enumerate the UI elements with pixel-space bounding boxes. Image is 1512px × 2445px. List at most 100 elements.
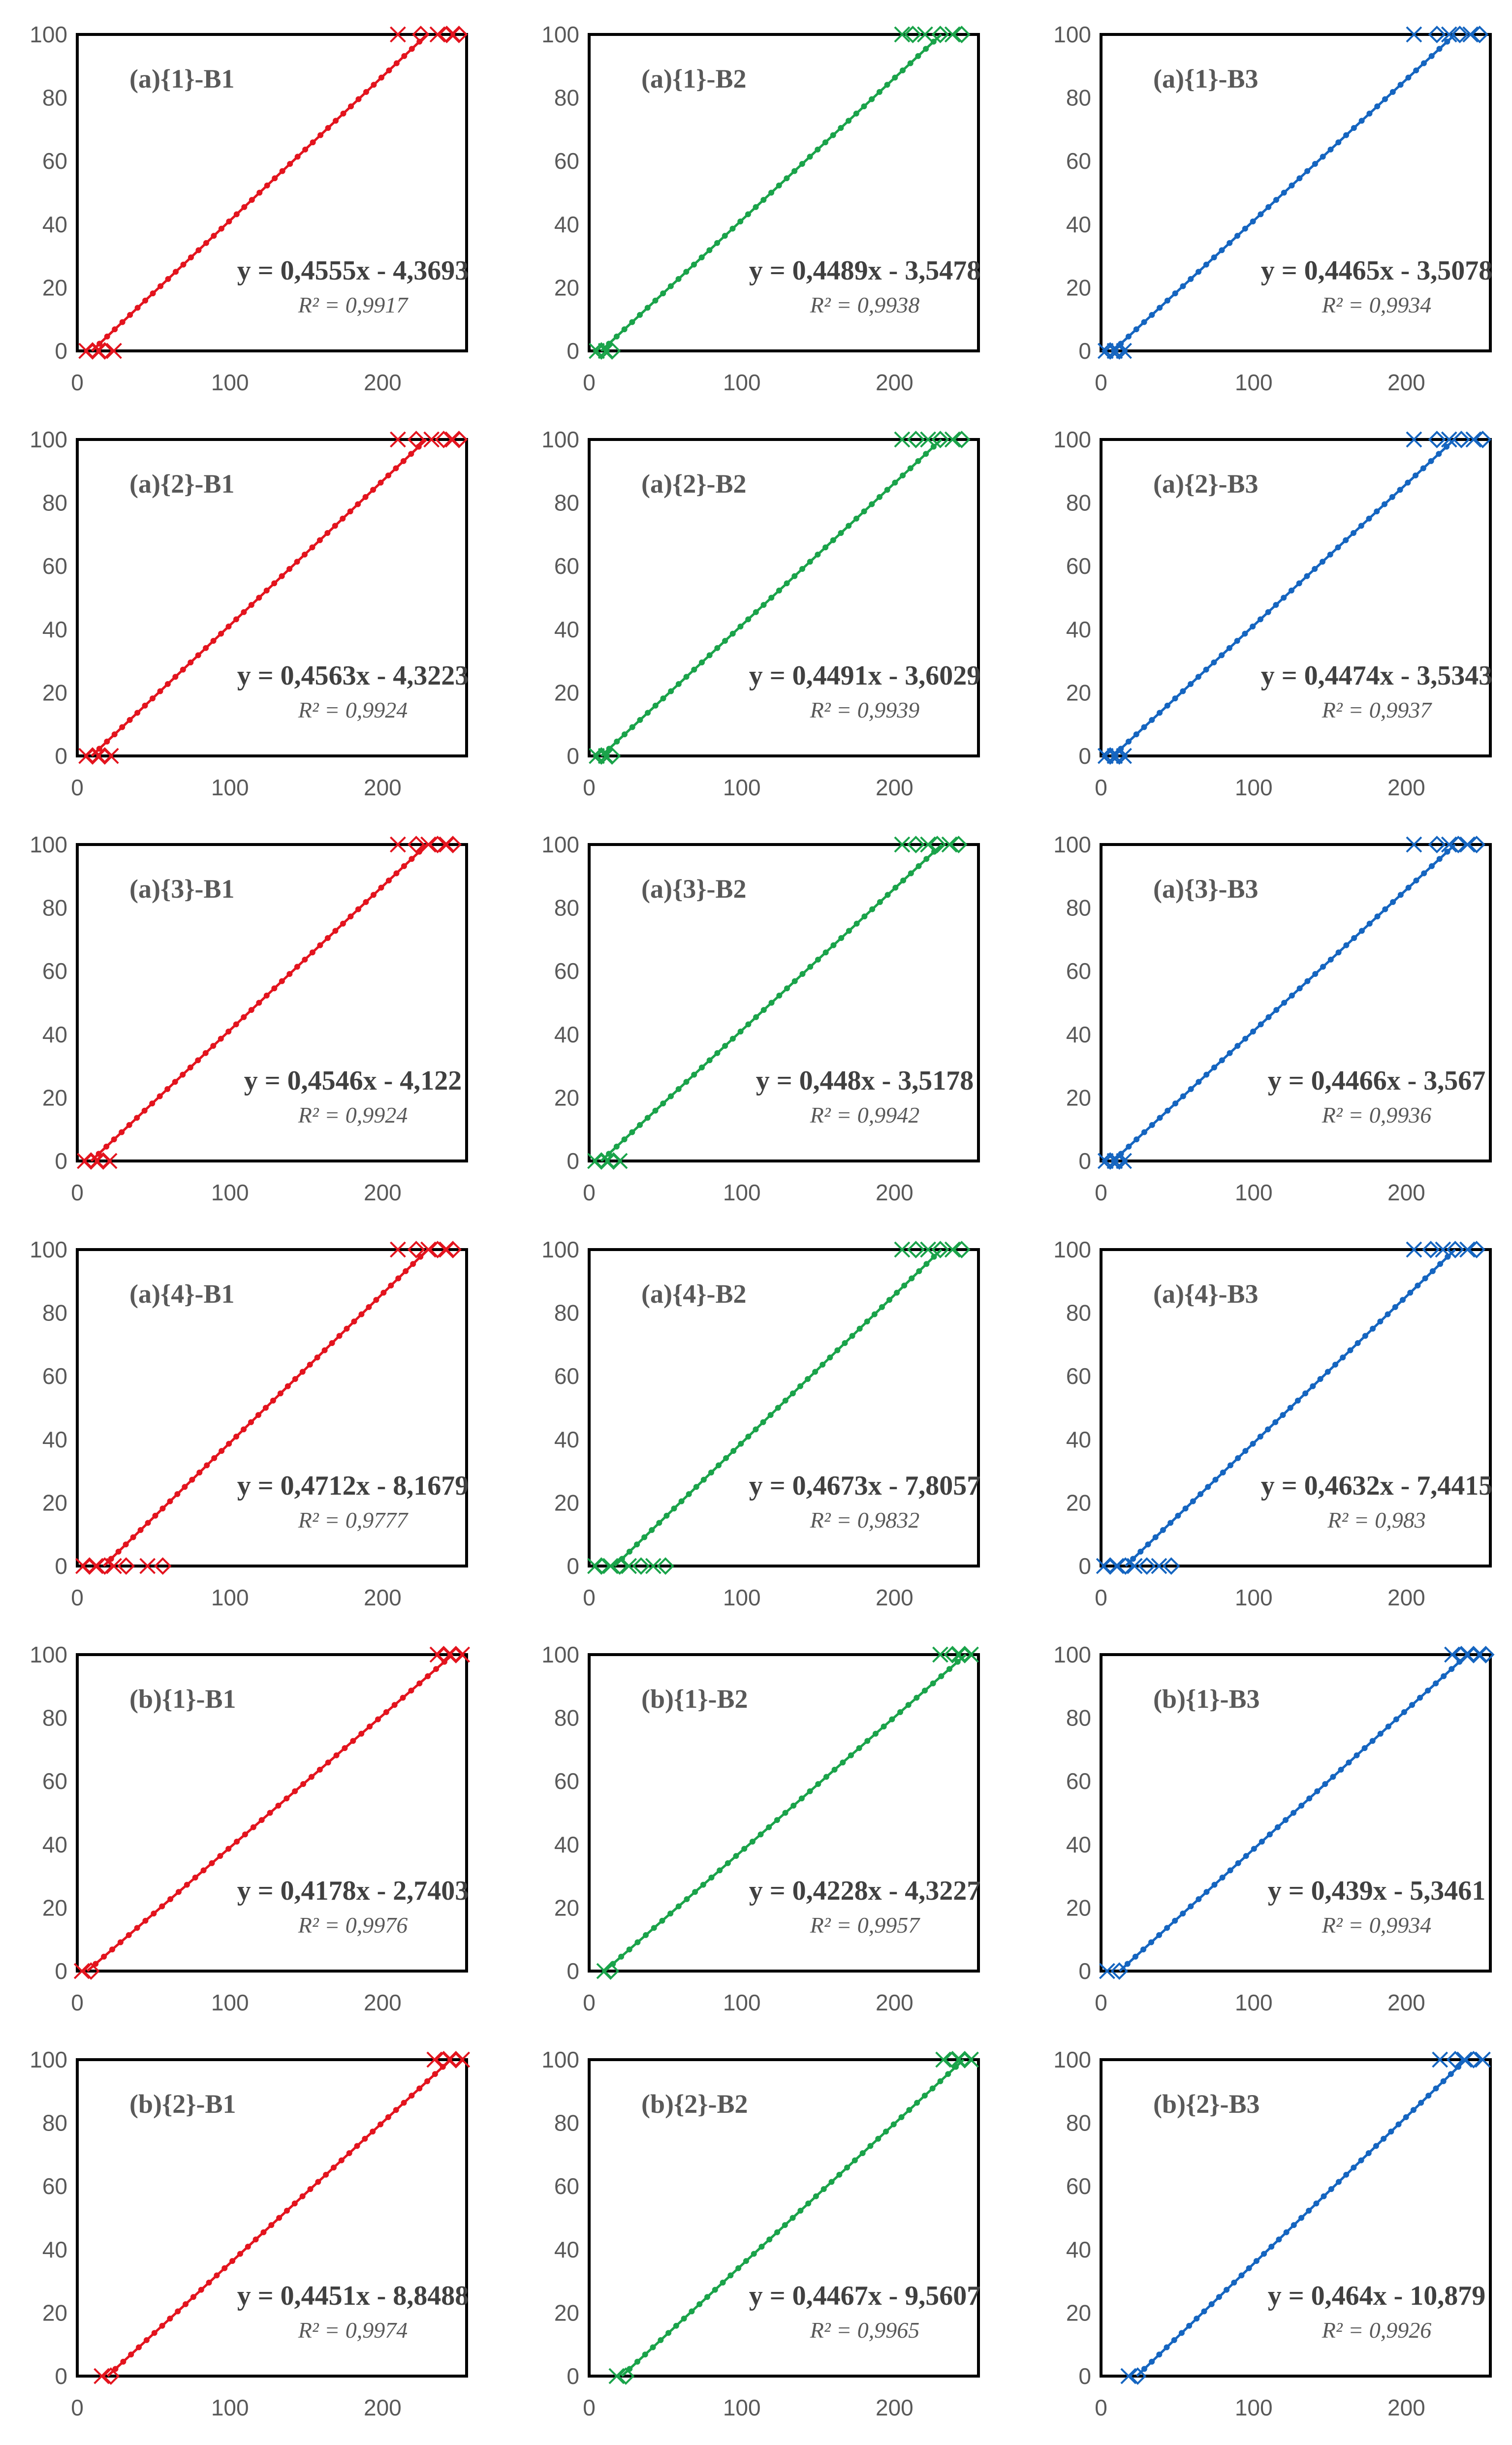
- panel-title: (b){1}-B1: [129, 1684, 236, 1714]
- x-tick-label: 100: [723, 1585, 761, 1610]
- data-point: [1167, 1520, 1174, 1526]
- data-point: [659, 1917, 665, 1924]
- data-point: [1298, 1802, 1305, 1809]
- data-point: [652, 297, 659, 304]
- data-point: [644, 1115, 651, 1121]
- data-point: [729, 1035, 736, 1042]
- data-point: [634, 2358, 640, 2365]
- data-point: [660, 290, 666, 297]
- data-point: [1257, 1433, 1263, 1440]
- y-tick-label: 80: [1066, 1705, 1091, 1731]
- data-point: [673, 2322, 679, 2329]
- data-point: [1296, 175, 1303, 182]
- data-point: [1317, 1376, 1323, 1382]
- data-point: [737, 623, 744, 629]
- y-tick-label: 80: [1066, 2110, 1091, 2136]
- diamond-marker: [96, 342, 114, 360]
- data-point: [689, 2308, 695, 2315]
- data-point: [1428, 458, 1434, 464]
- data-point: [909, 1275, 915, 1282]
- data-point: [424, 2078, 431, 2084]
- data-point: [1313, 2200, 1320, 2207]
- data-point: [218, 225, 224, 232]
- data-point: [834, 1347, 841, 1353]
- diamond-marker: [953, 1241, 971, 1258]
- data-point: [1421, 870, 1427, 877]
- data-point: [1382, 96, 1388, 102]
- cross-marker: [1441, 26, 1457, 43]
- data-point: [307, 2186, 314, 2193]
- data-point: [425, 1673, 431, 1679]
- data-point: [691, 666, 697, 673]
- data-point: [1449, 1666, 1455, 1672]
- plot-frame: [76, 1248, 468, 1567]
- data-point: [1413, 878, 1419, 884]
- x-tick-label: 200: [1387, 2395, 1425, 2420]
- data-point: [287, 161, 293, 167]
- data-point: [316, 1766, 323, 1773]
- data-point: [1373, 2143, 1379, 2149]
- data-point: [393, 60, 400, 66]
- data-point: [409, 2093, 415, 2099]
- cross-marker: [101, 1153, 118, 1169]
- data-point: [1226, 645, 1232, 651]
- data-point: [915, 53, 921, 59]
- data-point: [260, 2229, 267, 2235]
- data-point: [859, 2150, 866, 2156]
- data-point: [1257, 616, 1263, 623]
- data-point: [310, 139, 316, 146]
- data-point: [827, 1354, 833, 1361]
- data-point: [706, 1057, 713, 1064]
- data-point: [637, 1122, 643, 1128]
- cross-marker: [454, 2051, 471, 2068]
- r-squared-label: R² = 0,9777: [298, 1507, 409, 1533]
- data-point: [1407, 1289, 1414, 1296]
- data-point: [347, 103, 354, 110]
- data-point: [1188, 681, 1194, 687]
- data-point: [378, 2121, 384, 2128]
- x-tick-label: 100: [723, 370, 761, 395]
- data-point: [1141, 724, 1147, 730]
- data-point: [180, 261, 187, 268]
- data-point: [882, 2129, 889, 2135]
- data-point: [1420, 465, 1426, 471]
- data-point: [645, 710, 651, 716]
- data-point: [753, 609, 759, 615]
- data-point: [629, 724, 635, 730]
- data-point: [667, 1093, 674, 1099]
- data-point: [1385, 1724, 1391, 1730]
- data-point: [1172, 290, 1178, 297]
- data-point: [362, 2135, 368, 2142]
- x-tick-label: 100: [723, 775, 761, 800]
- data-point: [308, 1774, 315, 1780]
- data-point: [1399, 1297, 1406, 1303]
- data-point: [218, 630, 224, 637]
- regression-equation: y = 0,4228x - 4,3227: [749, 1876, 981, 1906]
- data-point: [776, 992, 783, 999]
- y-tick-label: 20: [42, 1085, 67, 1110]
- calibration-plot: 0 20 40 60 80 100 0 100 200 (a){2}-B3 y = 0,4474x …: [1053, 427, 1492, 800]
- cross-marker: [389, 1241, 406, 1258]
- r-squared-label: R² = 0,9924: [298, 1102, 408, 1128]
- diamond-marker: [949, 836, 968, 853]
- data-point: [730, 1448, 737, 1454]
- data-point: [667, 283, 674, 289]
- data-point: [1224, 2287, 1230, 2293]
- data-point: [354, 2143, 360, 2149]
- data-point: [1235, 1860, 1241, 1866]
- data-point: [656, 1520, 662, 1526]
- data-point: [698, 1065, 705, 1071]
- data-point: [264, 182, 270, 188]
- data-point: [1370, 1325, 1376, 1332]
- data-point: [871, 1311, 878, 1317]
- diamond-marker: [1471, 26, 1489, 43]
- data-point: [1312, 161, 1318, 167]
- data-point: [1288, 587, 1294, 594]
- regression-equation: y = 0,4712x - 8,1679: [237, 1471, 469, 1501]
- x-tick-label: 0: [583, 775, 596, 800]
- panel-title: (a){1}-B3: [1153, 64, 1259, 94]
- y-tick-label: 40: [554, 1427, 579, 1452]
- data-point: [683, 1079, 690, 1085]
- data-point: [233, 1021, 239, 1028]
- y-tick-label: 20: [554, 1490, 579, 1515]
